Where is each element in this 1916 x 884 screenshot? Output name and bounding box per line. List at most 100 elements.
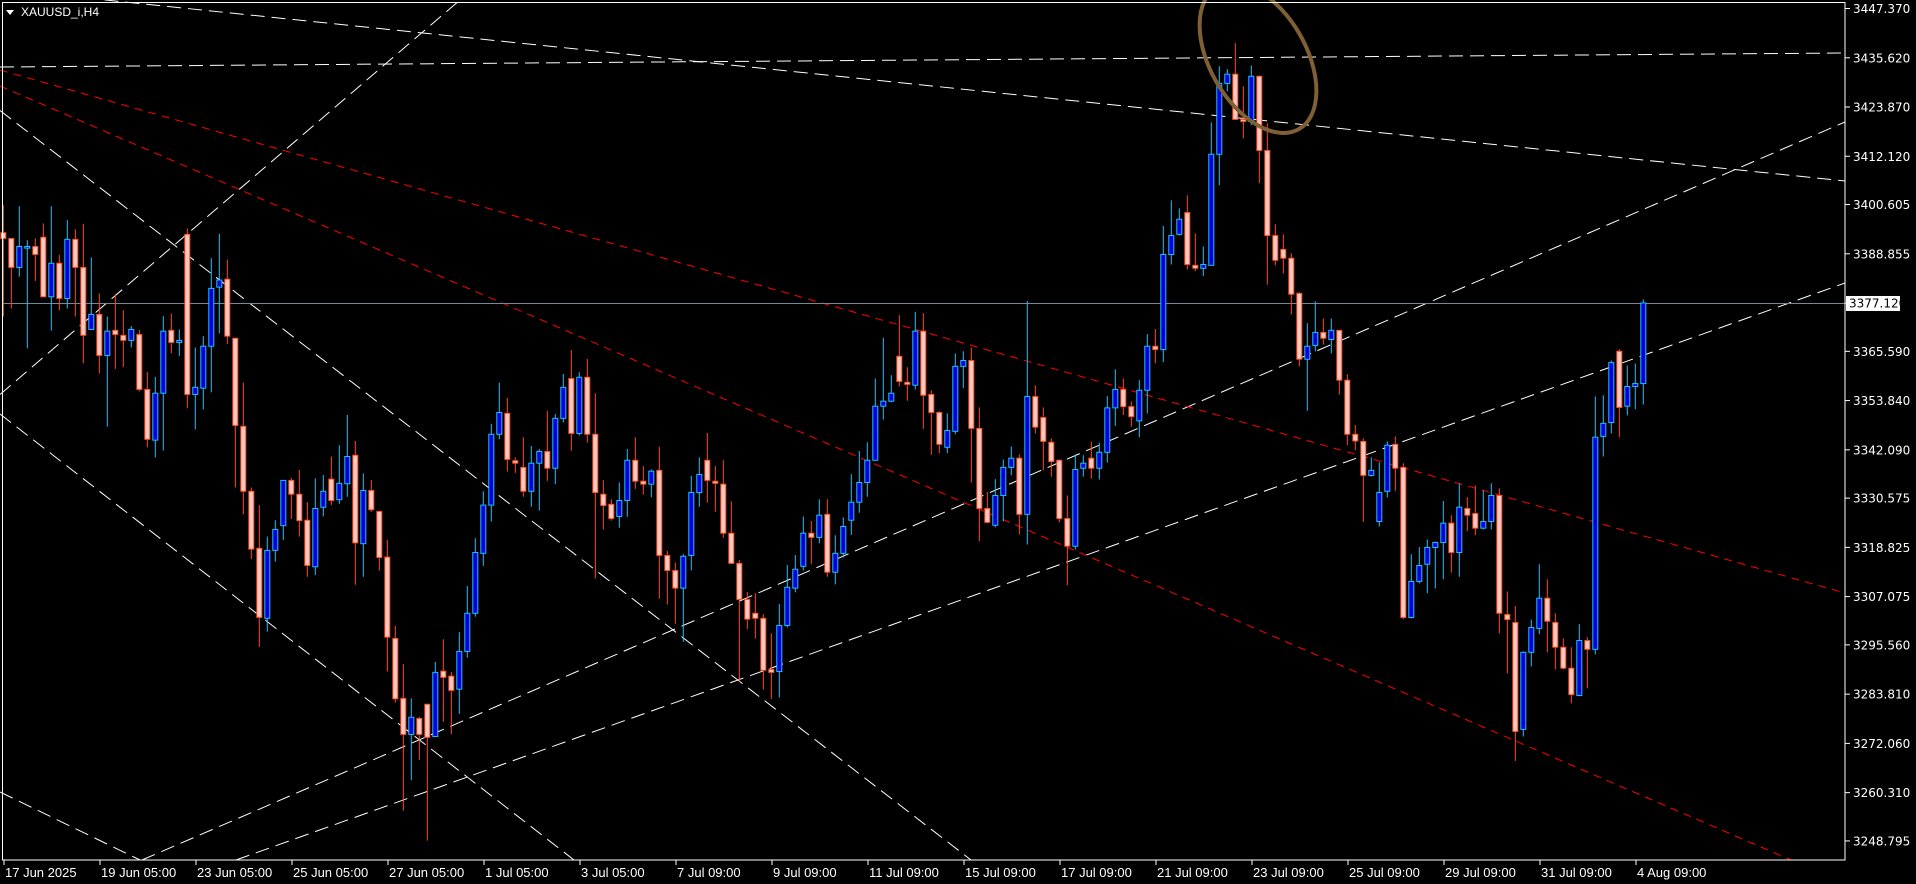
time-tick-label: 25 Jun 05:00 [293, 865, 368, 880]
candle-body-bull [464, 612, 471, 652]
candle-body-bear [256, 547, 263, 618]
candle-body-bull [1072, 468, 1079, 547]
candle [1448, 515, 1455, 573]
candle-body-bear [1352, 433, 1359, 442]
candle-body-bear [632, 459, 639, 482]
candle-body-bull [1224, 73, 1231, 84]
candle [1272, 224, 1279, 266]
candle-body-bear [1152, 345, 1159, 351]
candle-body-bull [1528, 627, 1535, 653]
candle [912, 311, 919, 390]
candle-body-bear [144, 388, 151, 440]
candle [1560, 638, 1567, 670]
candle [128, 326, 135, 348]
candle [8, 238, 15, 309]
candle-body-bull [1368, 469, 1375, 476]
candle-body-bull [1112, 388, 1119, 409]
triangle-down-icon[interactable] [6, 10, 14, 15]
price-tick-label: 3342.090 [1853, 443, 1910, 457]
candle-body-bear [1296, 292, 1303, 360]
candle [1000, 459, 1007, 522]
candle-body-bear [80, 266, 87, 336]
candle-body-bear [1040, 417, 1047, 442]
candle [288, 477, 295, 519]
candle-body-bull [944, 430, 951, 448]
candle-body-bear [1320, 331, 1327, 339]
candle-body-bull [856, 481, 863, 503]
candle-body-bull [1208, 153, 1215, 266]
candle [72, 229, 79, 317]
candle-body-bull [160, 330, 167, 394]
candle [1352, 425, 1359, 451]
time-axis[interactable]: 17 Jun 2025 19 Jun 05:00 23 Jun 05:00 25 Ju… [3, 860, 1706, 880]
candle-body-bull [1440, 522, 1447, 543]
price-tick-label: 3330.575 [1853, 492, 1910, 506]
candle [272, 520, 279, 562]
candle-body-bull [1312, 331, 1319, 346]
candle-body-bull [336, 482, 343, 501]
trendline-red[interactable] [0, 85, 1792, 861]
candle [808, 521, 815, 565]
trendline-white[interactable] [0, 791, 141, 861]
trendline-white[interactable] [0, 413, 575, 861]
candle-body-bear [1472, 513, 1479, 529]
candle [752, 593, 759, 639]
time-tick-label: 7 Jul 09:00 [677, 865, 741, 880]
candle [336, 445, 343, 504]
candle [1600, 395, 1607, 457]
candle-body-bear [1344, 379, 1351, 435]
candle [1544, 579, 1551, 653]
trendline-white[interactable] [0, 52, 1846, 68]
candle [344, 414, 351, 497]
candle [920, 313, 927, 429]
candle-body-bear [120, 334, 127, 341]
candle [408, 698, 415, 781]
candle [216, 233, 223, 334]
candle-body-bull [16, 245, 23, 268]
candle-body-bear [736, 562, 743, 600]
candle-body-bull [1136, 389, 1143, 422]
candle-body-bear [984, 507, 991, 523]
trendline-white[interactable] [0, 110, 972, 861]
candle [64, 220, 71, 309]
price-axis[interactable]: 3447.370 3435.620 3423.870 3412.120 3400.605… [1845, 2, 1910, 848]
candle [104, 316, 111, 427]
candle [616, 482, 623, 528]
trendline-white[interactable] [235, 282, 1846, 861]
candle [1120, 378, 1127, 415]
candle [1288, 253, 1295, 315]
candle-body-bear [1552, 622, 1559, 648]
symbol-header[interactable]: XAUUSD_i,H4 [6, 5, 99, 19]
candle [1136, 380, 1143, 438]
candle-body-bull [880, 400, 887, 407]
candle [1008, 446, 1015, 476]
candle-body-bear [904, 381, 911, 385]
candle [832, 535, 839, 585]
candle-body-bull [888, 392, 895, 402]
ellipse-layer [1175, 0, 1340, 153]
candle [280, 479, 287, 540]
candle-body-bear [240, 425, 247, 492]
candle-body-bull [576, 376, 583, 434]
candle-body-bull [48, 262, 55, 298]
candle [1184, 195, 1191, 270]
candle-body-bear [1184, 212, 1191, 266]
candle [1472, 485, 1479, 536]
trendline-white[interactable] [0, 0, 1846, 182]
highlight-ellipse[interactable] [1175, 0, 1340, 153]
candle-body-bull [1008, 457, 1015, 468]
candle [1264, 123, 1271, 285]
price-tick-label: 3272.060 [1853, 737, 1910, 751]
candle [1520, 651, 1527, 737]
candle [0, 204, 7, 317]
candle-body-bear [1464, 507, 1471, 516]
trendline-white[interactable] [0, 0, 461, 395]
trendline-white[interactable] [141, 121, 1846, 861]
candle [904, 367, 911, 401]
candle [1616, 349, 1623, 438]
candle [400, 664, 407, 811]
candle [792, 555, 799, 593]
candle-body-bear [1232, 73, 1239, 120]
candle-body-bear [656, 469, 663, 556]
